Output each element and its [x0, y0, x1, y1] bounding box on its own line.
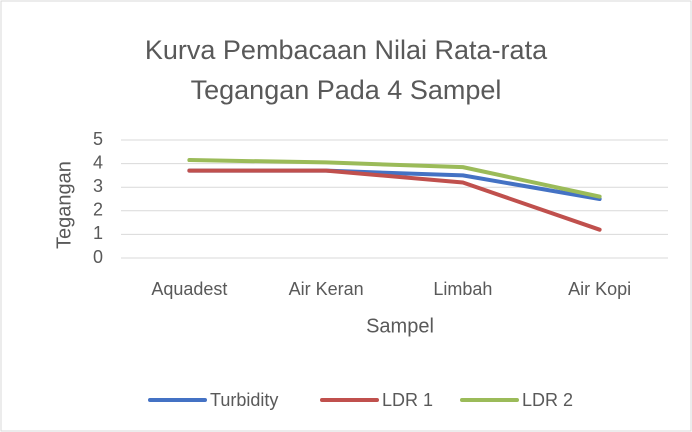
- y-tick-label: 4: [93, 152, 103, 172]
- y-tick-label: 2: [93, 200, 103, 220]
- x-tick-label: Air Keran: [289, 279, 364, 299]
- legend-label: Turbidity: [210, 390, 278, 410]
- series-line: [187, 158, 602, 199]
- x-tick-label: Limbah: [433, 279, 492, 299]
- y-tick-label: 1: [93, 223, 103, 243]
- x-tick-label: Aquadest: [151, 279, 227, 299]
- legend-label: LDR 2: [522, 390, 573, 410]
- y-tick-label: 0: [93, 247, 103, 267]
- y-tick-label: 5: [93, 129, 103, 149]
- x-axis-label: Sampel: [366, 315, 434, 337]
- series-line: [187, 168, 602, 232]
- x-tick-label: Air Kopi: [568, 279, 631, 299]
- legend-label: LDR 1: [382, 390, 433, 410]
- chart-title: Kurva Pembacaan Nilai Rata-rata Tegangan…: [144, 35, 548, 105]
- y-tick-label: 3: [93, 176, 103, 196]
- y-axis-label: Tegangan: [53, 161, 75, 249]
